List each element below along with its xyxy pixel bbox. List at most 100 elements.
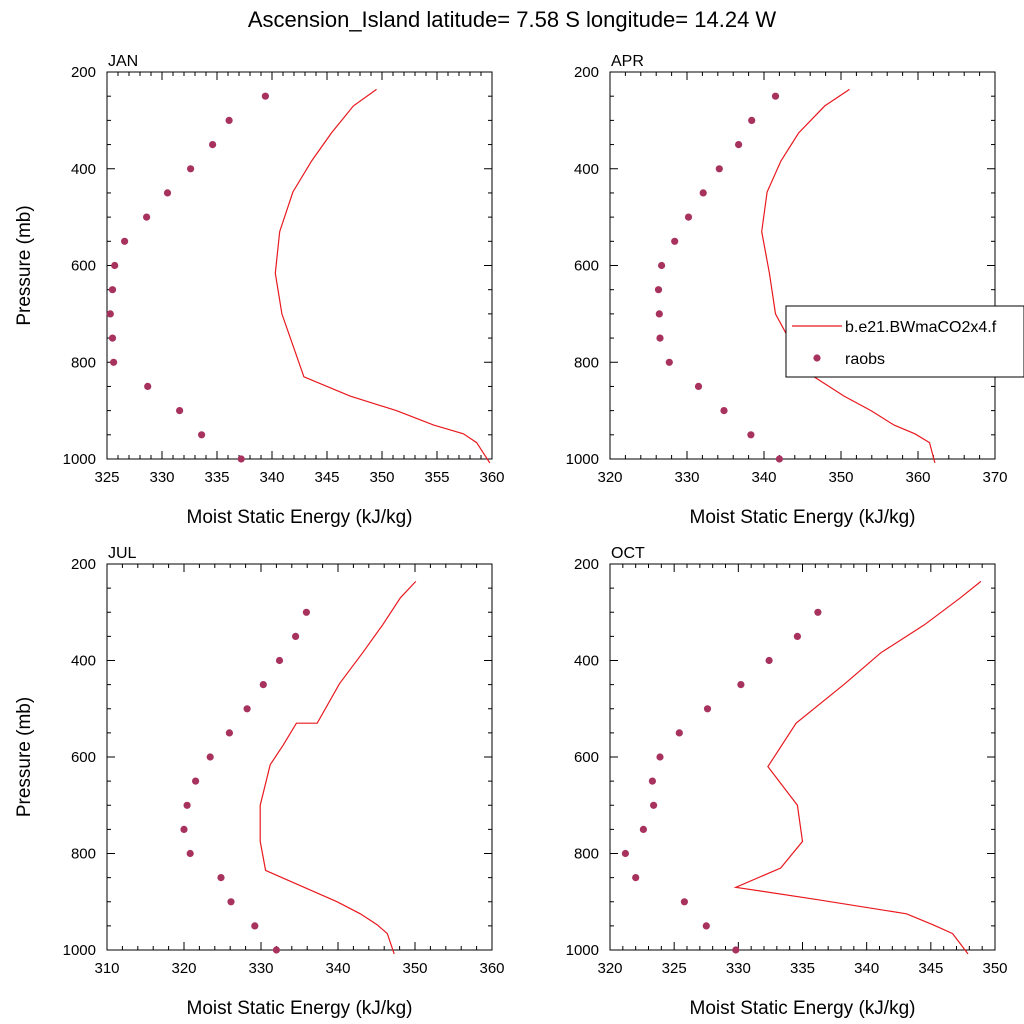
panels-group: JAN 325 330 335 340 345 350 355 360 200 400 600 800 1… <box>14 53 1008 1019</box>
obs-point <box>715 165 723 173</box>
obs-point <box>163 189 172 197</box>
obs-point <box>665 358 673 366</box>
obs-point <box>292 632 300 641</box>
obs-point <box>243 705 251 713</box>
plot-frame <box>609 71 996 460</box>
obs-point <box>639 825 648 834</box>
y-tick-label: 600 <box>574 258 599 275</box>
x-tick-label: 350 <box>402 960 427 977</box>
x-tick-label: 325 <box>94 469 119 486</box>
obs-point <box>680 898 689 906</box>
obs-point <box>702 922 710 930</box>
obs-point <box>814 608 822 616</box>
y-tick-label: 1000 <box>63 451 96 468</box>
obs-point <box>192 777 200 785</box>
panel-label: JUL <box>108 545 137 562</box>
panel-jul: JUL 310 320 330 340 350 360 200 400 600 800 1000 Moi… <box>14 545 505 1019</box>
x-tick-label: 350 <box>369 469 394 486</box>
chart-title: Ascension_Island latitude= 7.58 S longit… <box>248 7 777 32</box>
plot-frame <box>106 71 493 460</box>
x-tick-label: 360 <box>479 469 504 486</box>
legend-obs-label: raobs <box>845 351 885 368</box>
y-tick-label: 400 <box>71 653 96 670</box>
y-tick-label: 400 <box>71 161 96 178</box>
obs-point <box>654 286 663 294</box>
x-tick-label: 325 <box>662 960 687 977</box>
obs-point <box>272 946 280 954</box>
legend-obs-swatch <box>813 354 821 362</box>
obs-point <box>720 407 728 415</box>
obs-point <box>699 189 707 197</box>
obs-point <box>648 777 657 785</box>
obs-point <box>225 729 233 737</box>
x-tick-label: 340 <box>259 469 284 486</box>
x-tick-label: 370 <box>982 469 1007 486</box>
obs-point <box>302 608 310 616</box>
obs-point <box>675 729 683 737</box>
obs-point <box>771 92 780 100</box>
obs-point <box>176 407 184 415</box>
y-tick-label: 200 <box>574 556 599 573</box>
obs-point <box>198 431 206 439</box>
obs-point <box>658 261 666 270</box>
x-tick-label: 330 <box>674 469 699 486</box>
x-axis-title: Moist Static Energy (kJ/kg) <box>187 998 413 1019</box>
y-tick-label: 400 <box>574 653 599 670</box>
y-tick-label: 400 <box>574 161 599 178</box>
obs-point <box>209 141 217 149</box>
x-tick-label: 345 <box>314 469 339 486</box>
y-tick-label: 600 <box>71 749 96 766</box>
obs-point <box>106 310 114 318</box>
model-series-line <box>733 580 982 955</box>
x-tick-label: 360 <box>905 469 930 486</box>
obs-point <box>217 874 225 882</box>
y-tick-label: 800 <box>71 846 96 863</box>
x-tick-label: 320 <box>171 960 196 977</box>
obs-point <box>748 116 756 124</box>
obs-point <box>183 801 191 809</box>
legend: b.e21.BWmaCO2x4.f raobs <box>785 305 1024 378</box>
y-tick-label: 600 <box>71 258 96 275</box>
obs-point <box>225 116 233 124</box>
y-axis-title: Pressure (mb) <box>14 205 35 325</box>
model-series-line <box>259 580 417 955</box>
x-tick-label: 320 <box>597 469 622 486</box>
model-series-line <box>761 88 936 464</box>
panel-apr: APR 320 330 340 350 360 370 200 400 600 800 1000 Moi… <box>566 53 1008 528</box>
obs-point <box>261 92 269 100</box>
x-axis-title: Moist Static Energy (kJ/kg) <box>690 507 916 528</box>
obs-point <box>737 681 745 689</box>
x-tick-label: 340 <box>751 469 776 486</box>
y-axis-title: Pressure (mb) <box>14 697 35 817</box>
x-tick-label: 340 <box>854 960 879 977</box>
obs-point <box>694 382 703 390</box>
y-tick-label: 200 <box>574 64 599 81</box>
obs-point <box>110 358 118 366</box>
y-tick-label: 1000 <box>566 942 599 959</box>
y-tick-label: 200 <box>71 64 96 81</box>
obs-point <box>775 455 784 463</box>
x-tick-label: 350 <box>828 469 853 486</box>
panel-label: APR <box>611 53 644 70</box>
obs-point <box>747 431 755 439</box>
y-tick-label: 800 <box>574 354 599 371</box>
x-axis-title: Moist Static Energy (kJ/kg) <box>690 998 916 1019</box>
obs-point <box>187 165 195 173</box>
legend-model-label: b.e21.BWmaCO2x4.f <box>845 319 997 336</box>
plot-frame <box>106 563 493 951</box>
obs-point <box>621 849 630 858</box>
model-series-line <box>274 88 491 464</box>
x-tick-label: 345 <box>918 960 943 977</box>
y-tick-label: 200 <box>71 556 96 573</box>
legend-box <box>785 305 1024 378</box>
obs-point <box>186 849 194 858</box>
obs-point <box>108 334 117 342</box>
obs-point <box>275 656 284 665</box>
obs-point <box>655 310 663 318</box>
obs-point <box>650 801 658 809</box>
obs-point <box>703 705 712 713</box>
obs-point <box>656 334 664 342</box>
panel-oct: OCT 320 325 330 335 340 345 350 200 400 600 800 1000… <box>566 545 1008 1019</box>
x-axis-title: Moist Static Energy (kJ/kg) <box>187 507 413 528</box>
